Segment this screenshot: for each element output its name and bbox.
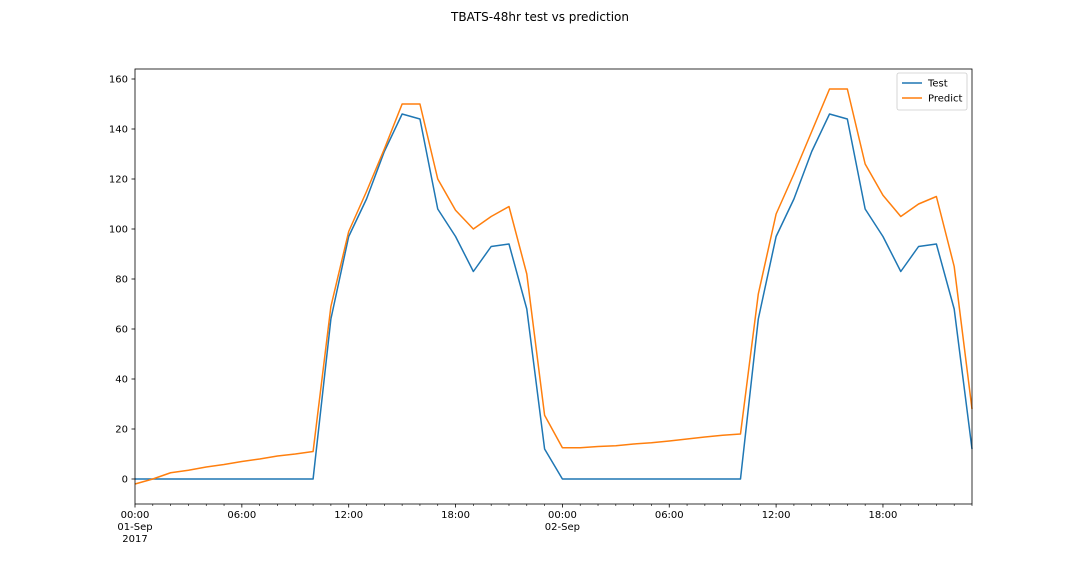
plot-frame <box>134 68 973 505</box>
x-tick-label: 00:00 <box>121 510 150 521</box>
legend-label-predict: Predict <box>928 94 963 105</box>
x-tick-label: 06:00 <box>655 510 684 521</box>
x-tick-label: 18:00 <box>441 510 470 521</box>
plot-series <box>134 88 973 485</box>
y-tick-label: 80 <box>115 275 128 286</box>
axes-frame <box>134 68 973 505</box>
legend-label-test: Test <box>927 79 948 90</box>
y-tick-label: 0 <box>122 475 128 486</box>
y-axis: 0 20 40 60 80 100 120 140 160 <box>109 75 135 486</box>
legend: Test Predict <box>896 72 968 111</box>
series-line-test <box>135 113 973 480</box>
x-tick-label: 18:00 <box>869 510 898 521</box>
y-tick-label: 60 <box>115 325 128 336</box>
y-tick-label: 100 <box>109 225 128 236</box>
y-tick-label: 160 <box>109 75 128 86</box>
y-tick-label: 20 <box>115 425 128 436</box>
y-tick-label: 120 <box>109 175 128 186</box>
x-tick-label: 06:00 <box>227 510 256 521</box>
x-tick-label: 12:00 <box>334 510 363 521</box>
x-tick-label: 00:00 <box>548 510 577 521</box>
x-tick-label: 12:00 <box>762 510 791 521</box>
y-tick-label: 140 <box>109 125 128 136</box>
x-tick-year-label: 2017 <box>122 534 147 545</box>
series-line-predict <box>134 88 973 485</box>
chart-title: TBATS-48hr test vs prediction <box>451 10 629 24</box>
x-tick-date-label: 02-Sep <box>545 522 580 533</box>
y-tick-label: 40 <box>115 375 128 386</box>
x-tick-date-label: 01-Sep <box>117 522 152 533</box>
